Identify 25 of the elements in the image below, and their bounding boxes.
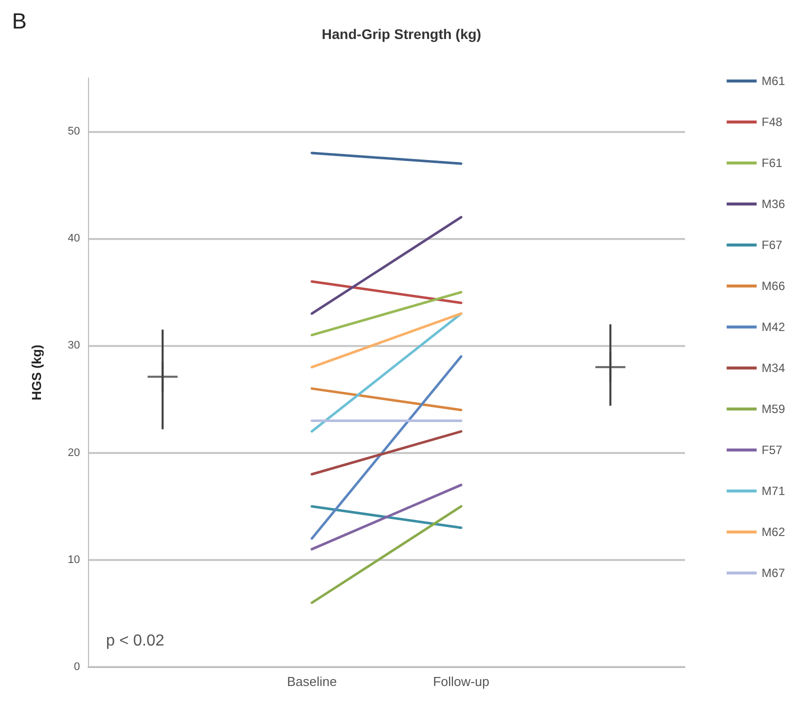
legend-label: M61 [762,74,786,88]
y-tick-label: 30 [68,340,80,352]
annotation: p < 0.02 [106,632,164,650]
legend-label: F61 [762,156,783,170]
legend-label: F57 [762,443,783,457]
x-tick-label: Baseline [286,674,337,689]
y-tick-label: 20 [68,446,80,459]
chart-title: Hand-Grip Strength (kg) [322,26,482,42]
legend-label: M36 [762,197,786,211]
legend-label: F67 [762,238,783,252]
legend-label: M34 [762,361,786,375]
legend-label: M67 [762,566,786,580]
legend-label: M66 [762,279,786,293]
legend-label: M42 [762,320,786,334]
legend-label: M59 [762,402,786,416]
y-axis-title: HGS (kg) [29,344,44,400]
y-tick-label: 40 [68,232,80,245]
text: B [12,8,27,34]
y-tick-label: 0 [74,661,80,673]
x-tick-label: Follow-up [432,674,490,689]
legend-label: F48 [762,115,783,129]
y-tick-label: 50 [68,126,80,138]
legend-label: M71 [762,484,786,498]
y-tick-label: 10 [68,554,80,566]
legend-label: M62 [762,525,786,539]
